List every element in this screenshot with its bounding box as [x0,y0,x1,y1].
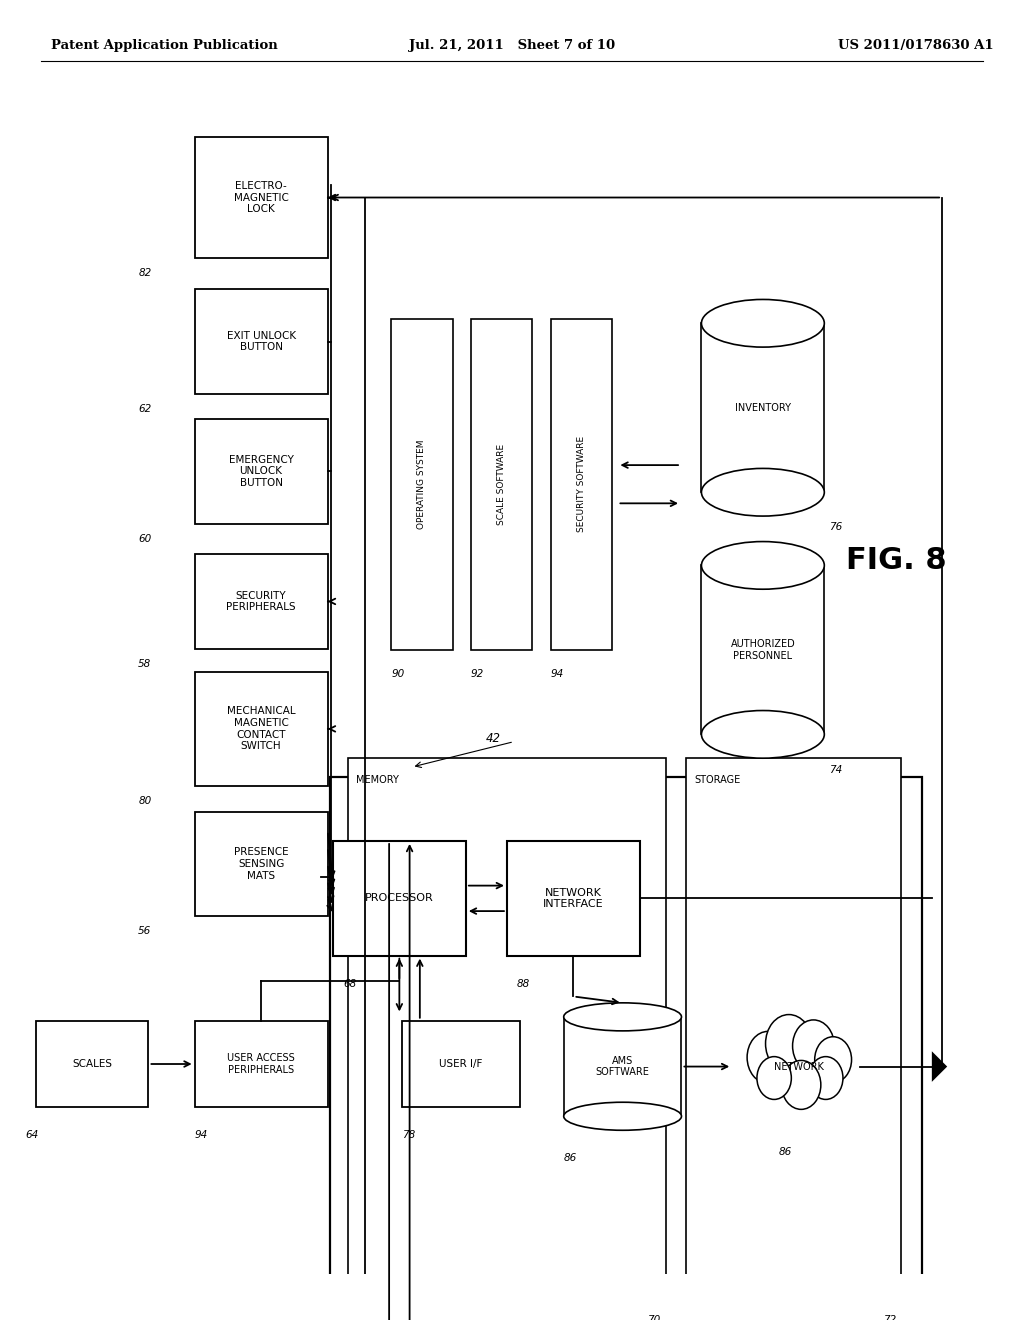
Text: 92: 92 [471,669,484,678]
Text: EXIT UNLOCK
BUTTON: EXIT UNLOCK BUTTON [226,331,296,352]
Circle shape [815,1036,852,1082]
FancyBboxPatch shape [195,553,328,649]
Text: NETWORK
INTERFACE: NETWORK INTERFACE [543,887,604,909]
Text: MECHANICAL
MAGNETIC
CONTACT
SWITCH: MECHANICAL MAGNETIC CONTACT SWITCH [226,706,296,751]
FancyBboxPatch shape [686,758,901,1320]
Ellipse shape [701,710,824,758]
Circle shape [781,1060,821,1109]
Text: US 2011/0178630 A1: US 2011/0178630 A1 [838,40,993,53]
Text: EMERGENCY
UNLOCK
BUTTON: EMERGENCY UNLOCK BUTTON [228,455,294,488]
Text: 82: 82 [138,268,152,279]
Text: PRESENCE
SENSING
MATS: PRESENCE SENSING MATS [233,847,289,880]
FancyBboxPatch shape [401,1020,520,1107]
Ellipse shape [701,541,824,589]
FancyBboxPatch shape [333,841,466,956]
Text: OPERATING SYSTEM: OPERATING SYSTEM [418,440,426,529]
FancyBboxPatch shape [195,1020,328,1107]
Bar [701,323,824,492]
FancyBboxPatch shape [551,318,612,649]
Text: AMS
SOFTWARE: AMS SOFTWARE [596,1056,649,1077]
Text: Patent Application Publication: Patent Application Publication [51,40,278,53]
Polygon shape [932,1051,947,1082]
Circle shape [757,1056,792,1100]
Text: AUTHORIZED
PERSONNEL: AUTHORIZED PERSONNEL [730,639,796,661]
Ellipse shape [563,1102,682,1130]
Text: INVENTORY: INVENTORY [735,403,791,413]
FancyBboxPatch shape [195,812,328,916]
Text: FIG. 8: FIG. 8 [846,546,946,576]
Text: NETWORK: NETWORK [774,1061,823,1072]
Text: Jul. 21, 2011   Sheet 7 of 10: Jul. 21, 2011 Sheet 7 of 10 [409,40,615,53]
Text: 62: 62 [138,404,152,414]
Text: USER ACCESS
PERIPHERALS: USER ACCESS PERIPHERALS [227,1053,295,1074]
Text: 68: 68 [343,978,356,989]
FancyBboxPatch shape [36,1020,148,1107]
FancyBboxPatch shape [195,289,328,393]
Text: SCALES: SCALES [72,1059,113,1069]
Text: 64: 64 [26,1130,39,1140]
Text: 70: 70 [647,1315,660,1320]
Text: 42: 42 [486,733,501,746]
FancyBboxPatch shape [391,318,453,649]
Bar [563,1016,682,1117]
Text: STORAGE: STORAGE [694,775,740,785]
Circle shape [748,1031,788,1084]
Ellipse shape [701,300,824,347]
Text: 56: 56 [138,927,152,936]
Text: 60: 60 [138,533,152,544]
FancyBboxPatch shape [195,672,328,787]
FancyBboxPatch shape [507,841,640,956]
Text: USER I/F: USER I/F [439,1059,482,1069]
Text: 86: 86 [778,1147,792,1156]
Circle shape [766,1015,812,1073]
Text: 72: 72 [883,1315,896,1320]
Text: 94: 94 [551,669,564,678]
Text: 86: 86 [563,1154,577,1163]
Text: 88: 88 [517,978,530,989]
Text: 58: 58 [138,660,152,669]
FancyBboxPatch shape [195,137,328,257]
FancyBboxPatch shape [348,758,666,1320]
Bar [701,565,824,734]
FancyBboxPatch shape [330,777,922,1320]
Text: SECURITY SOFTWARE: SECURITY SOFTWARE [578,436,586,532]
Text: SECURITY
PERIPHERALS: SECURITY PERIPHERALS [226,590,296,612]
Ellipse shape [563,1003,682,1031]
FancyBboxPatch shape [195,420,328,524]
Text: ELECTRO-
MAGNETIC
LOCK: ELECTRO- MAGNETIC LOCK [233,181,289,214]
Ellipse shape [701,469,824,516]
Text: 78: 78 [401,1130,415,1140]
Text: 74: 74 [829,764,843,775]
Text: SCALE SOFTWARE: SCALE SOFTWARE [498,444,506,525]
Text: MEMORY: MEMORY [356,775,399,785]
Circle shape [809,1056,843,1100]
Text: 76: 76 [829,523,843,532]
Text: PROCESSOR: PROCESSOR [365,894,434,903]
Text: 94: 94 [195,1130,208,1140]
Circle shape [793,1020,835,1072]
Text: 90: 90 [391,669,404,678]
Text: 80: 80 [138,796,152,807]
FancyBboxPatch shape [471,318,532,649]
